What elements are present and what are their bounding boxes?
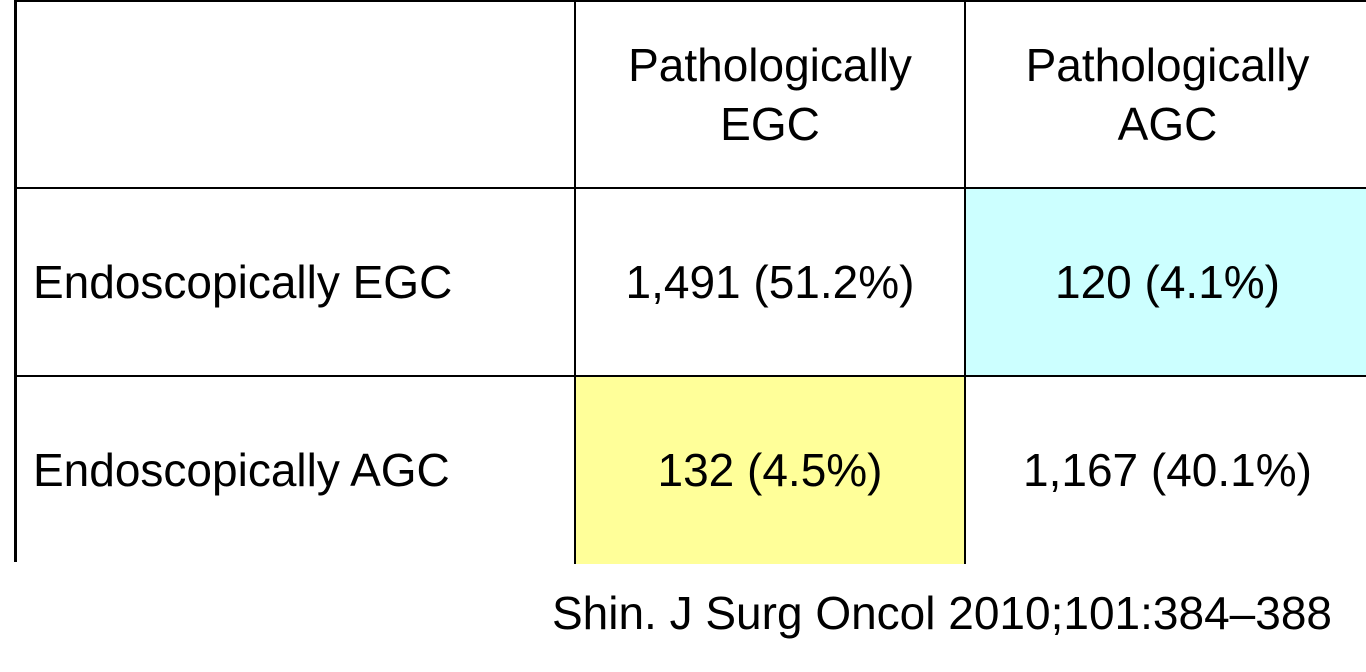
table-header-blank — [17, 2, 576, 189]
table-cell: 1,167 (40.1%) — [966, 377, 1366, 564]
header-line: Pathologically — [1025, 38, 1310, 91]
row-label-endoscopically-egc: Endoscopically EGC — [17, 189, 576, 377]
comparison-table: Pathologically EGC Pathologically AGC En… — [14, 0, 1366, 564]
table-cell: 1,491 (51.2%) — [576, 189, 966, 377]
table-header-pathologically-agc: Pathologically AGC — [966, 2, 1366, 189]
citation-text: Shin. J Surg Oncol 2010;101:384–388 — [551, 587, 1332, 639]
header-line: EGC — [720, 97, 820, 150]
header-line: AGC — [1117, 97, 1218, 150]
row-label-endoscopically-agc: Endoscopically AGC — [17, 377, 576, 564]
header-line: Pathologically — [628, 38, 912, 91]
table-cell-highlighted: 120 (4.1%) — [966, 189, 1366, 377]
table-header-pathologically-egc: Pathologically EGC — [576, 2, 966, 189]
table-cell-highlighted: 132 (4.5%) — [576, 377, 966, 564]
